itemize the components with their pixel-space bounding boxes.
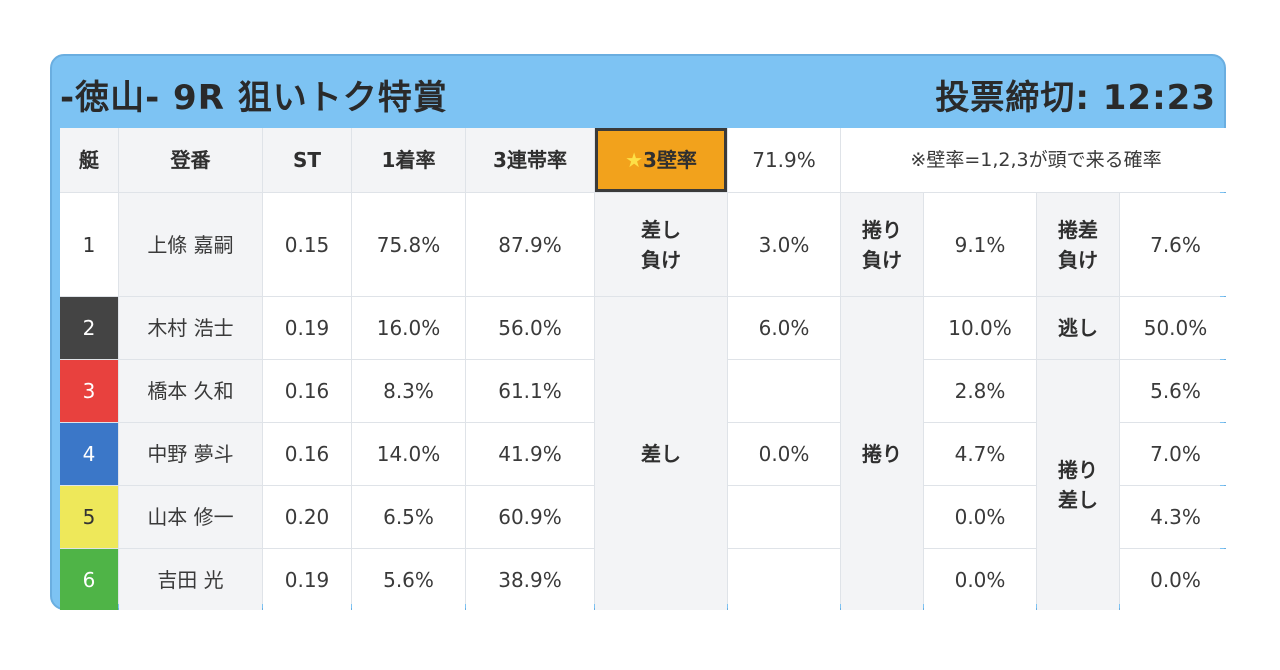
- prediction-table: 艇 登番 ST 1着率 3連帯率 ★ 3壁率 71.9% ※壁率=1,2,3が頭で…: [60, 128, 1231, 610]
- makuri-value: 0.0%: [924, 549, 1036, 610]
- racer-trio-rate: 87.9%: [466, 193, 594, 296]
- racer-st: 0.20: [263, 486, 351, 548]
- sashi-value: [728, 486, 840, 548]
- sashi-make-value: 3.0%: [728, 193, 840, 296]
- racer-first-rate: 14.0%: [352, 423, 465, 485]
- racer-trio-rate: 56.0%: [466, 297, 594, 359]
- sashi-value: [728, 549, 840, 610]
- sashi-make-label: 差し 負け: [595, 193, 727, 296]
- star-icon: ★: [625, 148, 643, 172]
- racer-st: 0.16: [263, 360, 351, 422]
- makurisashi-make-label: 捲差 負け: [1037, 193, 1119, 296]
- boat-number-1: 1: [60, 193, 118, 296]
- pattern-label-line: 捲り: [862, 217, 902, 242]
- race-header: -徳山- 9R 狙いトク特賞 投票締切: 12:23: [52, 56, 1224, 128]
- racer-st: 0.15: [263, 193, 351, 296]
- pattern-label-line: 負け: [641, 247, 681, 272]
- boat-number-3: 3: [60, 360, 118, 422]
- boat-number-4: 4: [60, 423, 118, 485]
- sashi-value: [728, 360, 840, 422]
- sashi-label: 差し: [595, 297, 727, 610]
- voting-deadline: 投票締切: 12:23: [935, 78, 1216, 118]
- racer-first-rate: 6.5%: [352, 486, 465, 548]
- racer-first-rate: 5.6%: [352, 549, 465, 610]
- header-first-rate: 1着率: [352, 128, 465, 192]
- pattern-label-line: 捲差: [1058, 217, 1098, 242]
- header-st: ST: [263, 128, 351, 192]
- header-name: 登番: [119, 128, 262, 192]
- boat-number-5: 5: [60, 486, 118, 548]
- racer-trio-rate: 41.9%: [466, 423, 594, 485]
- makurisashi-value: 5.6%: [1120, 360, 1231, 422]
- makurisashi-make-value: 7.6%: [1120, 193, 1231, 296]
- race-card: -徳山- 9R 狙いトク特賞 投票締切: 12:23 艇 登番 ST 1着率 3…: [50, 54, 1231, 610]
- racer-st: 0.19: [263, 549, 351, 610]
- header-trio-rate: 3連帯率: [466, 128, 594, 192]
- racer-st: 0.19: [263, 297, 351, 359]
- makuri-make-label: 捲り 負け: [841, 193, 923, 296]
- racer-first-rate: 16.0%: [352, 297, 465, 359]
- makuri-label: 捲り: [841, 297, 923, 610]
- racer-name: 吉田 光: [119, 549, 262, 610]
- wall-rate-label: 3壁率: [643, 148, 697, 172]
- racer-first-rate: 8.3%: [352, 360, 465, 422]
- racer-name: 橋本 久和: [119, 360, 262, 422]
- pattern-label-line: 差し: [641, 217, 681, 242]
- makuri-make-value: 9.1%: [924, 193, 1036, 296]
- makurisashi-value: 0.0%: [1120, 549, 1231, 610]
- wall-rate-header: ★ 3壁率: [595, 128, 727, 192]
- racer-st: 0.16: [263, 423, 351, 485]
- makuri-value: 4.7%: [924, 423, 1036, 485]
- racer-first-rate: 75.8%: [352, 193, 465, 296]
- boat-number-6: 6: [60, 549, 118, 610]
- racer-name: 上條 嘉嗣: [119, 193, 262, 296]
- nige-label: 逃し: [1037, 297, 1119, 359]
- wall-rate-note: ※壁率=1,2,3が頭で来る確率: [841, 128, 1231, 192]
- pattern-label-line: 負け: [1058, 247, 1098, 272]
- makurisashi-label: 捲り 差し: [1037, 360, 1119, 610]
- racer-name: 木村 浩士: [119, 297, 262, 359]
- boat-number-2: 2: [60, 297, 118, 359]
- nige-value: 50.0%: [1120, 297, 1231, 359]
- sashi-value: 0.0%: [728, 423, 840, 485]
- wall-rate-value: 71.9%: [728, 128, 840, 192]
- race-title: -徳山- 9R 狙いトク特賞: [60, 78, 448, 118]
- makuri-value: 0.0%: [924, 486, 1036, 548]
- sashi-value: 6.0%: [728, 297, 840, 359]
- makuri-value: 2.8%: [924, 360, 1036, 422]
- pattern-label-line: 負け: [862, 247, 902, 272]
- header-boat: 艇: [60, 128, 118, 192]
- makurisashi-value: 7.0%: [1120, 423, 1231, 485]
- racer-trio-rate: 60.9%: [466, 486, 594, 548]
- pattern-label-line: 差し: [1058, 488, 1098, 512]
- racer-trio-rate: 61.1%: [466, 360, 594, 422]
- racer-name: 山本 修一: [119, 486, 262, 548]
- makuri-value: 10.0%: [924, 297, 1036, 359]
- makurisashi-value: 4.3%: [1120, 486, 1231, 548]
- racer-name: 中野 夢斗: [119, 423, 262, 485]
- pattern-label-line: 捲り: [1058, 458, 1098, 482]
- racer-trio-rate: 38.9%: [466, 549, 594, 610]
